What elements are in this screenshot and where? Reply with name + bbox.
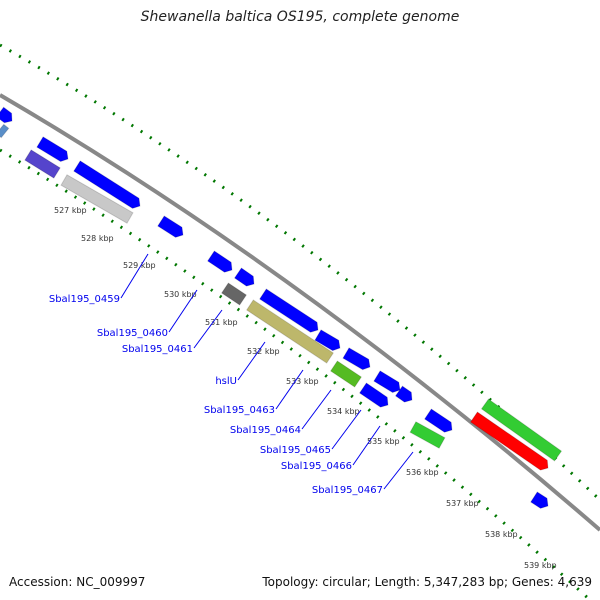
gene-feature[interactable]	[342, 347, 371, 371]
backbone	[0, 93, 600, 532]
gene-feature[interactable]	[314, 329, 341, 352]
gene-label[interactable]: Sbal195_0459	[49, 294, 120, 305]
gene-feature[interactable]	[206, 250, 233, 273]
label-leader-line	[352, 425, 381, 466]
gene-label[interactable]: Sbal195_0464	[230, 425, 301, 436]
gene-label[interactable]: Sbal195_0467	[312, 485, 383, 496]
gene-feature[interactable]	[423, 408, 453, 433]
tick-label: 538 kbp	[485, 530, 518, 539]
label-leader-line	[120, 253, 149, 299]
tick-label: 534 kbp	[327, 407, 360, 416]
tick-label: 535 kbp	[367, 437, 400, 446]
tick-label: 537 kbp	[446, 499, 479, 508]
label-leader-line	[383, 451, 414, 490]
gene-feature[interactable]	[0, 106, 13, 124]
label-leader-line	[275, 369, 304, 410]
label-leader-line	[168, 289, 198, 333]
inner-tick-track	[0, 148, 592, 600]
gene-feature[interactable]	[329, 360, 363, 388]
gene-feature[interactable]	[60, 174, 134, 224]
gene-label[interactable]: Sbal195_0461	[122, 344, 193, 355]
label-leader-line	[331, 409, 362, 450]
tick-label: 527 kbp	[54, 206, 87, 215]
map-title: Shewanella baltica OS195, complete genom…	[140, 9, 460, 25]
tick-label: 530 kbp	[164, 290, 197, 299]
gene-feature[interactable]	[394, 385, 413, 403]
gene-feature[interactable]	[409, 421, 446, 449]
label-leader-line	[301, 389, 332, 430]
gene-feature[interactable]	[220, 282, 248, 306]
gene-feature[interactable]	[73, 160, 141, 209]
tick-label: 533 kbp	[286, 377, 319, 386]
gene-feature[interactable]	[0, 123, 10, 139]
gene-label[interactable]: Sbal195_0460	[97, 328, 168, 339]
gene-feature[interactable]	[480, 398, 563, 462]
tick-label: 528 kbp	[81, 234, 114, 243]
gene-label[interactable]: Sbal195_0466	[281, 461, 352, 472]
gene-feature[interactable]	[245, 299, 335, 364]
gene-feature[interactable]	[469, 411, 549, 471]
gene-feature[interactable]	[358, 382, 389, 408]
tick-label: 536 kbp	[406, 468, 439, 477]
gene-label[interactable]: hslU	[215, 376, 237, 387]
tick-label: 531 kbp	[205, 318, 238, 327]
gene-feature[interactable]	[36, 136, 69, 163]
accession-text: Accession: NC_009997	[9, 575, 146, 589]
gene-feature[interactable]	[259, 288, 319, 333]
label-leader-line	[237, 341, 266, 381]
gene-feature[interactable]	[373, 370, 401, 394]
gene-label[interactable]: Sbal195_0465	[260, 445, 331, 456]
tick-label: 532 kbp	[247, 347, 280, 356]
gene-feature[interactable]	[24, 149, 61, 179]
gene-feature[interactable]	[233, 267, 255, 287]
label-leader-line	[193, 309, 223, 349]
gene-feature[interactable]	[530, 491, 549, 509]
tick-label: 539 kbp	[524, 561, 557, 570]
gene-feature[interactable]	[157, 215, 184, 238]
tick-label: 529 kbp	[123, 261, 156, 270]
gene-label[interactable]: Sbal195_0463	[204, 405, 275, 416]
topology-text: Topology: circular; Length: 5,347,283 bp…	[262, 575, 592, 589]
